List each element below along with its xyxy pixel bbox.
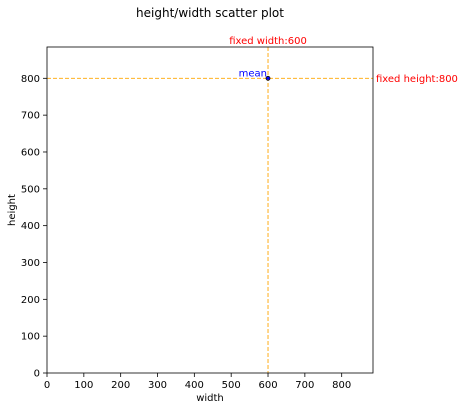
y-tick-label: 800 bbox=[21, 74, 40, 85]
plot-area-frame bbox=[46, 46, 374, 374]
mean-marker bbox=[265, 75, 271, 81]
data-points bbox=[265, 75, 271, 81]
x-tick-label: 500 bbox=[222, 380, 241, 391]
mean-label: mean bbox=[239, 68, 267, 79]
x-axis-ticks: 0 100 200 300 400 500 600 700 800 bbox=[44, 373, 351, 391]
x-tick-label: 0 bbox=[44, 380, 50, 391]
y-tick-label: 200 bbox=[21, 295, 40, 306]
y-tick-label: 400 bbox=[21, 221, 40, 232]
data-point bbox=[266, 76, 270, 80]
x-tick-label: 100 bbox=[74, 380, 93, 391]
reference-lines bbox=[47, 47, 373, 373]
y-tick-label: 100 bbox=[21, 332, 40, 343]
fixed-height-label: fixed height:800 bbox=[376, 74, 458, 85]
x-tick-label: 200 bbox=[111, 380, 130, 391]
x-axis-label: width bbox=[196, 393, 224, 404]
y-axis-label: height bbox=[7, 194, 18, 226]
annotations: fixed width:600 fixed height:800 mean bbox=[229, 36, 458, 85]
x-tick-label: 700 bbox=[295, 380, 314, 391]
y-tick-label: 500 bbox=[21, 184, 40, 195]
fixed-width-label: fixed width:600 bbox=[229, 36, 307, 47]
x-tick-label: 400 bbox=[185, 380, 204, 391]
y-tick-label: 700 bbox=[21, 111, 40, 122]
x-tick-label: 800 bbox=[332, 380, 351, 391]
y-tick-label: 300 bbox=[21, 258, 40, 269]
x-tick-label: 300 bbox=[148, 380, 167, 391]
chart-title: height/width scatter plot bbox=[136, 6, 284, 20]
x-tick-label: 600 bbox=[258, 380, 277, 391]
y-tick-label: 0 bbox=[34, 369, 40, 380]
y-tick-label: 600 bbox=[21, 147, 40, 158]
y-axis-ticks: 0 100 200 300 400 500 600 700 800 bbox=[21, 74, 47, 380]
